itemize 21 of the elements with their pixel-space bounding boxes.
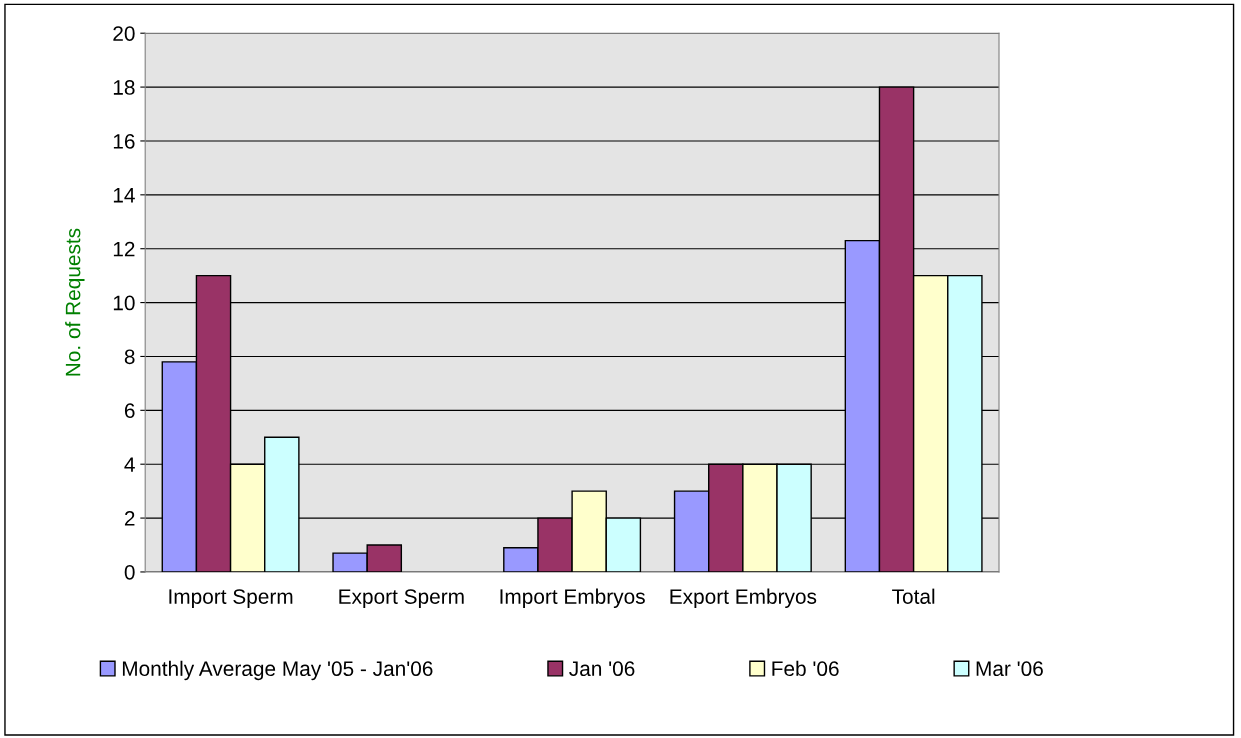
x-tick-label: Total <box>892 588 935 604</box>
x-tick-label: Export Embryos <box>670 588 817 609</box>
y-tick-label: 4 <box>124 457 135 472</box>
y-tick-label: 16 <box>113 133 135 149</box>
legend-label: Mar '06 <box>976 661 1043 677</box>
y-tick-label: 8 <box>124 349 135 365</box>
y-axis-title: No. of Requests <box>65 228 85 376</box>
y-tick-label: 6 <box>124 403 135 419</box>
x-tick-label: Import Sperm <box>169 589 293 609</box>
legend-label: Feb '06 <box>772 660 839 677</box>
y-tick-label: 12 <box>113 241 135 257</box>
y-tick-label: 20 <box>113 26 135 41</box>
y-tick-label: 2 <box>124 511 135 526</box>
y-tick-label: 18 <box>113 80 135 95</box>
y-tick-label: 0 <box>124 564 135 580</box>
x-tick-label: Export Sperm <box>339 589 464 609</box>
legend-label: Jan '06 <box>569 661 635 677</box>
y-tick-label: 14 <box>113 188 135 203</box>
x-tick-label: Import Embryos <box>500 588 645 609</box>
y-tick-label: 10 <box>113 295 135 311</box>
legend-label: Monthly Average May '05 - Jan'06 <box>122 660 433 681</box>
